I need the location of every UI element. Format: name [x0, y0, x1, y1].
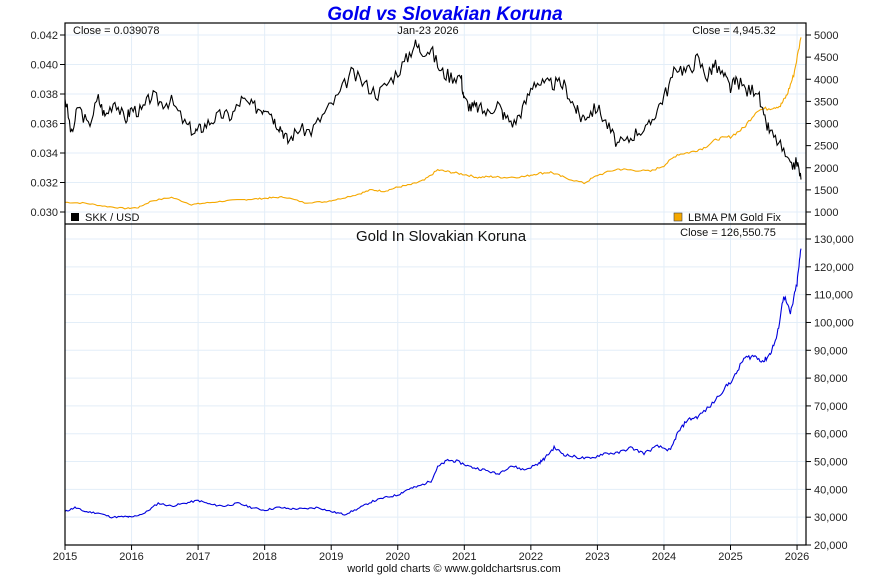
bottom-axis-tick-label: 90,000: [814, 345, 848, 357]
left-axis-tick-label: 0.040: [30, 60, 58, 72]
x-axis-tick-label: 2015: [53, 551, 77, 563]
plot-frame: [64, 22, 807, 546]
right-axis-tick-label: 4500: [814, 52, 838, 64]
x-axis: 2015 2016 2017 2018 2019 2020 2021 2022 2023 2024…: [53, 545, 809, 563]
x-axis-tick-label: 2020: [386, 551, 410, 563]
x-axis-tick-label: 2016: [119, 551, 143, 563]
bottom-axis-tick-label: 100,000: [814, 317, 854, 329]
right-axis-tick-label: 3000: [814, 119, 838, 131]
x-axis-tick-label: 2022: [519, 551, 543, 563]
right-axis-tick-label: 2500: [814, 141, 838, 153]
legend-label-gold-fix: LBMA PM Gold Fix: [688, 212, 781, 224]
left-axis-tick-label: 0.032: [30, 178, 58, 190]
series-line-gold-in-skk: [64, 248, 802, 519]
bottom-axis-tick-label: 60,000: [814, 429, 848, 441]
x-axis-tick-label: 2021: [452, 551, 476, 563]
left-axis-tick-label: 0.036: [30, 119, 58, 131]
left-close-label: Close = 0.039078: [73, 25, 160, 37]
x-axis-tick-label: 2025: [718, 551, 742, 563]
bottom-axis-tick-label: 50,000: [814, 457, 848, 469]
left-axis-tick-label: 0.034: [30, 148, 58, 160]
bottom-axis-tick-label: 120,000: [814, 262, 854, 274]
bottom-axis-tick-label: 80,000: [814, 373, 848, 385]
bottom-close-label: Close = 126,550.75: [680, 227, 776, 239]
left-axis-tick-label: 0.038: [30, 89, 58, 101]
x-axis-tick-label: 2019: [319, 551, 343, 563]
bottom-axis-tick-label: 20,000: [814, 540, 848, 552]
top-panel-series: [64, 37, 802, 210]
bottom-panel-series: [64, 248, 802, 519]
right-axis-tick-label: 3500: [814, 96, 838, 108]
date-label: Jan-23 2026: [397, 25, 458, 37]
x-axis-tick-label: 2026: [785, 551, 809, 563]
bottom-axis-tick-label: 130,000: [814, 234, 854, 246]
right-axis-top: 5000 4500 4000 3500 3000 2500 2000 1500 1000: [806, 30, 838, 219]
top-panel-gridlines: [64, 23, 806, 224]
bottom-panel-gridlines: [64, 224, 806, 546]
legend-swatch-gold-fix: [673, 212, 683, 222]
legend-swatch-skk-usd: [71, 213, 79, 221]
bottom-axis-tick-label: 40,000: [814, 484, 848, 496]
left-axis-tick-label: 0.030: [30, 207, 58, 219]
bottom-axis-tick-label: 110,000: [814, 290, 853, 302]
chart-title: Gold vs Slovakian Koruna: [327, 4, 563, 25]
x-axis-tick-label: 2017: [186, 551, 210, 563]
bottom-axis-tick-label: 30,000: [814, 512, 848, 524]
right-axis-tick-label: 2000: [814, 163, 838, 175]
series-line-skk-usd: [64, 39, 802, 180]
footer-credit: world gold charts © www.goldchartsrus.co…: [346, 563, 561, 575]
series-line-lbma-gold-fix: [65, 37, 802, 210]
x-axis-tick-label: 2018: [252, 551, 276, 563]
right-axis-tick-label: 4000: [814, 74, 838, 86]
bottom-panel-title: Gold In Slovakian Koruna: [356, 228, 527, 245]
x-axis-tick-label: 2024: [652, 551, 676, 563]
bottom-axis-tick-label: 70,000: [814, 401, 848, 413]
left-axis-tick-label: 0.042: [30, 30, 58, 42]
right-close-label: Close = 4,945.32: [692, 25, 775, 37]
x-axis-tick-label: 2023: [585, 551, 609, 563]
right-axis-tick-label: 1000: [814, 207, 838, 219]
right-axis-tick-label: 5000: [814, 30, 838, 42]
right-axis-tick-label: 1500: [814, 185, 838, 197]
left-axis-top: 0.042 0.040 0.038 0.036 0.034 0.032 0.030: [30, 30, 65, 219]
right-axis-bottom: 130,000 120,000 110,000 100,000 90,000 80,000…: [806, 234, 854, 552]
legend-label-skk-usd: SKK / USD: [85, 212, 139, 224]
